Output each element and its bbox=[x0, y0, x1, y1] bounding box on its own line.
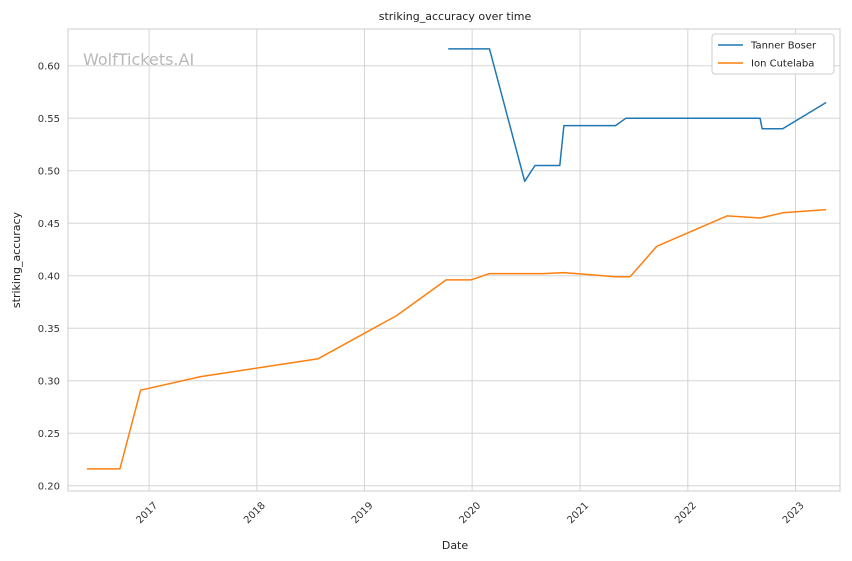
x-tick-label: 2021 bbox=[565, 500, 591, 526]
y-tick-label: 0.25 bbox=[38, 429, 60, 440]
x-tick-label: 2023 bbox=[781, 500, 807, 526]
legend-box bbox=[711, 33, 835, 75]
y-tick-label: 0.60 bbox=[38, 61, 60, 72]
y-tick-label: 0.40 bbox=[38, 271, 60, 282]
x-tick-label: 2019 bbox=[350, 500, 376, 526]
watermark-text: WolfTickets.AI bbox=[83, 50, 194, 69]
x-axis-ticks: 2017 2018 2019 2020 2021 2022 2023 bbox=[134, 500, 806, 526]
y-tick-label: 0.55 bbox=[38, 114, 60, 125]
chart-title: striking_accuracy over time bbox=[379, 10, 532, 23]
legend: Tanner Boser Ion Cutelaba bbox=[711, 33, 835, 75]
y-tick-label: 0.50 bbox=[38, 166, 60, 177]
x-tick-label: 2022 bbox=[673, 500, 699, 526]
grid-lines bbox=[68, 29, 840, 491]
series-lines bbox=[86, 48, 827, 470]
legend-entry: Tanner Boser bbox=[750, 41, 817, 52]
y-axis-ticks: 0.20 0.25 0.30 0.35 0.40 0.45 0.50 0.55 0.60 bbox=[38, 61, 60, 492]
series-line-1 bbox=[86, 208, 827, 470]
x-tick-label: 2020 bbox=[457, 500, 483, 526]
y-tick-label: 0.45 bbox=[38, 219, 60, 230]
legend-entry: Ion Cutelaba bbox=[751, 59, 814, 70]
x-tick-label: 2017 bbox=[134, 500, 160, 526]
y-axis-label: striking_accuracy bbox=[10, 211, 23, 308]
x-tick-label: 2018 bbox=[242, 500, 268, 526]
series-line-0 bbox=[448, 48, 827, 183]
y-tick-label: 0.20 bbox=[38, 481, 60, 492]
plot-area bbox=[67, 28, 841, 492]
y-tick-label: 0.30 bbox=[38, 376, 60, 387]
y-tick-label: 0.35 bbox=[38, 324, 60, 335]
x-axis-label: Date bbox=[442, 539, 469, 552]
